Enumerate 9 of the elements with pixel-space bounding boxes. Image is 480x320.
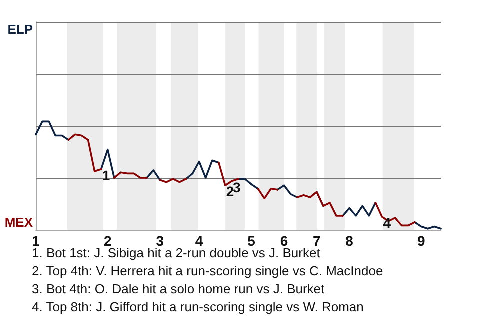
text: 4. Top 8th: J. Gifford hit a run-scoring single vs W. Roman (32, 300, 364, 314)
text: MEX (4, 215, 34, 230)
annotation: 2 (226, 184, 234, 200)
text: 2. Top 4th: V. Herrera hit a run-scoring single vs C. MacIndoe (32, 264, 384, 278)
text: 3. Bot 4th: O. Dale hit a solo home run vs J. Burket (32, 282, 326, 296)
x-tick-label: 9 (418, 233, 426, 249)
text: ELP (8, 22, 34, 37)
annotation: 3 (232, 179, 241, 196)
x-tick-label: 8 (346, 233, 354, 249)
